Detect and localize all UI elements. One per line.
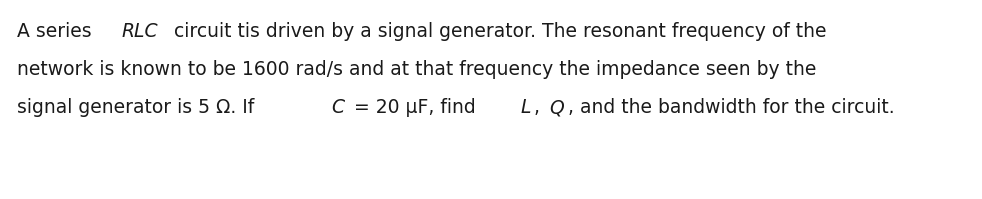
Text: L: L (520, 98, 531, 117)
Text: network is known to be 1600 rad/s and at that frequency the impedance seen by th: network is known to be 1600 rad/s and at… (17, 60, 816, 79)
Text: Q: Q (549, 98, 565, 117)
Text: signal generator is 5 Ω. If: signal generator is 5 Ω. If (17, 98, 260, 117)
Text: RLC: RLC (121, 22, 158, 41)
Text: circuit tis driven by a signal generator. The resonant frequency of the: circuit tis driven by a signal generator… (168, 22, 827, 41)
Text: A series: A series (17, 22, 97, 41)
Text: C: C (331, 98, 344, 117)
Text: , and the bandwidth for the circuit.: , and the bandwidth for the circuit. (569, 98, 895, 117)
Text: ,: , (534, 98, 546, 117)
Text: = 20 μF, find: = 20 μF, find (348, 98, 481, 117)
